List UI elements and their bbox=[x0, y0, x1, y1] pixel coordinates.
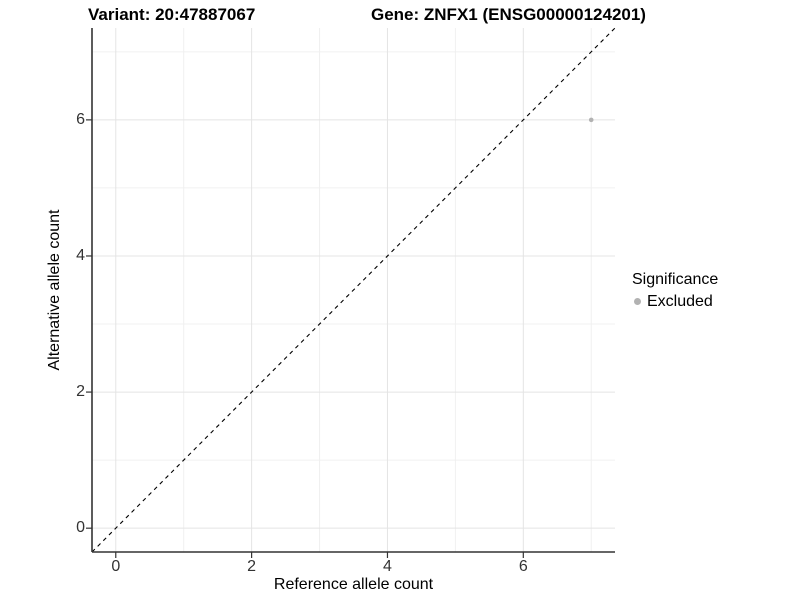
data-point bbox=[588, 117, 594, 123]
y-tick-label: 0 bbox=[76, 519, 85, 537]
y-axis-title: Alternative allele count bbox=[46, 209, 63, 371]
plot-title-gene: Gene: ZNFX1 (ENSG00000124201) bbox=[371, 5, 646, 24]
legend-entry: Excluded bbox=[632, 292, 718, 311]
x-tick-label: 4 bbox=[383, 558, 392, 575]
y-tick-label: 2 bbox=[76, 383, 85, 401]
plot-title-variant: Variant: 20:47887067 bbox=[88, 5, 256, 24]
identity-line bbox=[91, 27, 616, 553]
legend-point-icon bbox=[634, 298, 641, 305]
x-axis-title: Reference allele count bbox=[273, 576, 434, 593]
legend-title: Significance bbox=[632, 271, 719, 288]
x-tick-label: 2 bbox=[247, 558, 257, 575]
legend: Significance Excluded bbox=[632, 270, 718, 311]
legend-entry-label: Excluded bbox=[647, 293, 713, 310]
x-tick-label: 0 bbox=[111, 558, 121, 575]
y-tick-label: 4 bbox=[76, 246, 85, 264]
y-tick-label: 6 bbox=[76, 110, 85, 128]
x-tick-label: 6 bbox=[518, 558, 528, 575]
